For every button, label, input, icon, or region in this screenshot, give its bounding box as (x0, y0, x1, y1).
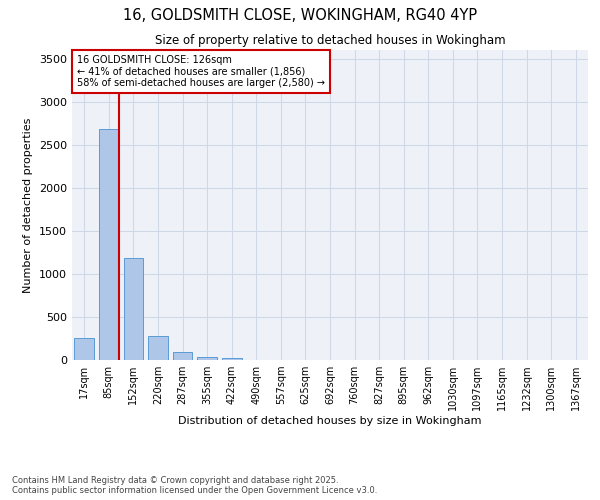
Text: Contains HM Land Registry data © Crown copyright and database right 2025.
Contai: Contains HM Land Registry data © Crown c… (12, 476, 377, 495)
Text: 16 GOLDSMITH CLOSE: 126sqm
← 41% of detached houses are smaller (1,856)
58% of s: 16 GOLDSMITH CLOSE: 126sqm ← 41% of deta… (77, 54, 325, 88)
Text: 16, GOLDSMITH CLOSE, WOKINGHAM, RG40 4YP: 16, GOLDSMITH CLOSE, WOKINGHAM, RG40 4YP (123, 8, 477, 22)
X-axis label: Distribution of detached houses by size in Wokingham: Distribution of detached houses by size … (178, 416, 482, 426)
Bar (99, 129, 119, 360)
Y-axis label: Number of detached properties: Number of detached properties (23, 118, 34, 292)
Bar (197, 357, 217, 360)
Bar (148, 336, 168, 360)
Bar (124, 258, 143, 360)
Title: Size of property relative to detached houses in Wokingham: Size of property relative to detached ho… (155, 34, 505, 48)
Bar (173, 352, 193, 360)
Bar (222, 358, 242, 360)
Bar (74, 338, 94, 360)
